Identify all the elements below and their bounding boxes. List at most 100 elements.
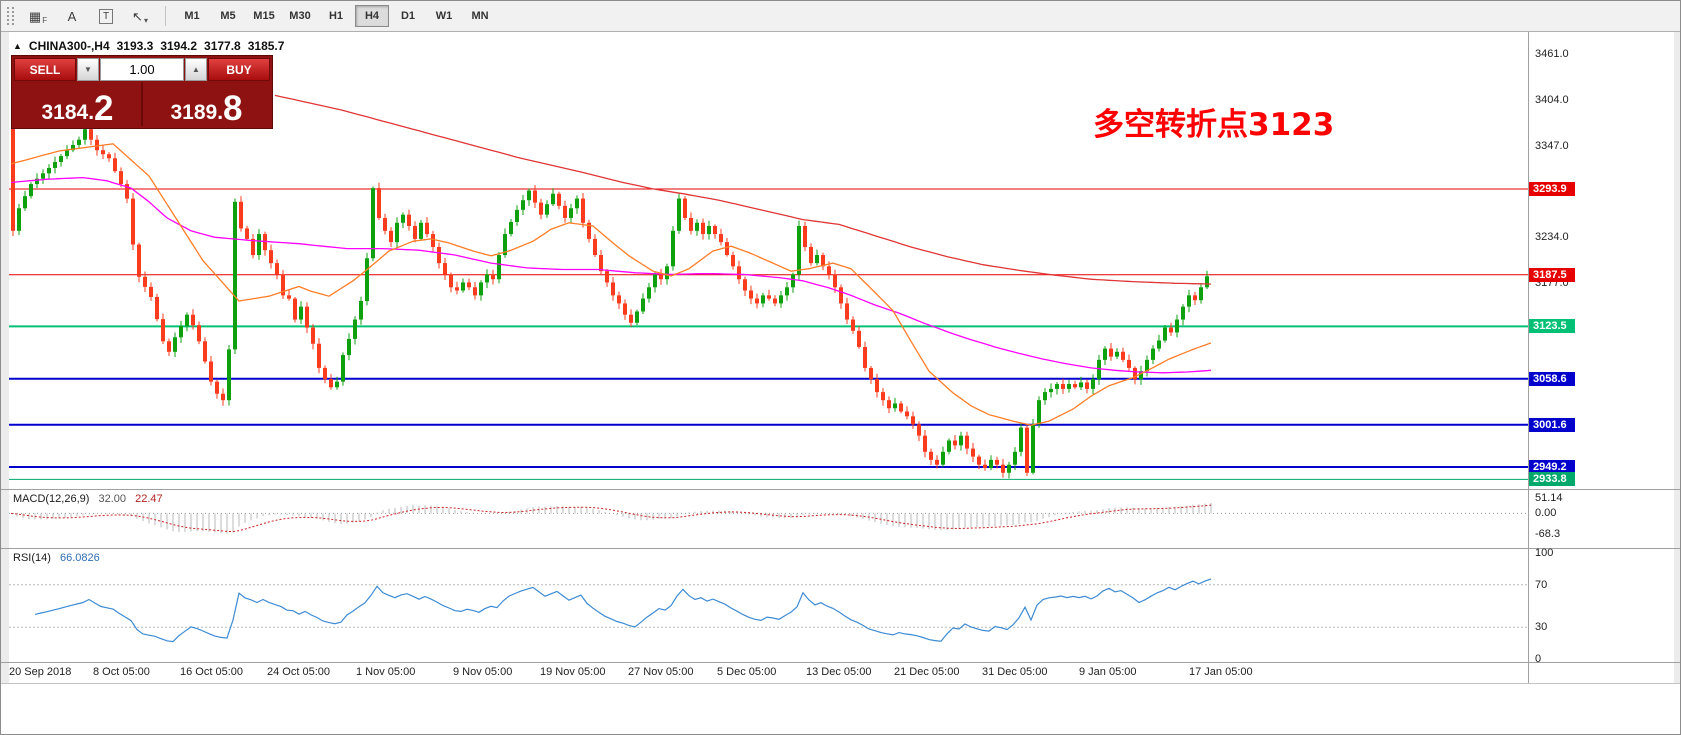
candle-body (1073, 384, 1077, 388)
candle-body (377, 188, 381, 218)
right-window-margin (1674, 32, 1680, 734)
candle-body (977, 456, 981, 465)
candle-body (623, 303, 627, 315)
price-line-badge-3001.6[interactable]: 3001.6 (1529, 417, 1575, 432)
candle-body (515, 209, 519, 222)
price-axis-label-3347.0: 3347.0 (1535, 140, 1569, 153)
candle-body (491, 274, 495, 280)
candle-body (179, 325, 183, 338)
time-axis-label: 21 Dec 05:00 (894, 666, 960, 678)
timeframe-button-d1[interactable]: D1 (400, 10, 416, 22)
candle-body (137, 244, 141, 277)
price-line-badge-2949.2[interactable]: 2949.2 (1529, 459, 1575, 474)
timeframe-button-h1[interactable]: H1 (328, 10, 344, 22)
candle-body (527, 190, 531, 201)
candle-body (983, 464, 987, 468)
candle-body (731, 255, 735, 267)
price-line-badge-3058.6[interactable]: 3058.6 (1529, 371, 1575, 386)
rsi-axis-label-30: 30 (1535, 621, 1548, 634)
timeframe-button-m30[interactable]: M30 (289, 10, 311, 22)
timeframe-button-m5[interactable]: M5 (220, 10, 236, 22)
crosshair-tool-icon[interactable]: ↖ ▾ (124, 4, 156, 28)
crosshair-tool-icon-glyph: ↖ (132, 8, 143, 24)
candle-body (653, 274, 657, 288)
candle-body (911, 416, 915, 425)
candle-body (1205, 276, 1209, 288)
macd-title: MACD(12,26,9) (13, 493, 90, 505)
candle-body (1013, 451, 1017, 465)
timeframe-button-mn[interactable]: MN (471, 10, 489, 22)
candle-body (503, 234, 507, 256)
candle-body (47, 167, 51, 174)
chart-annotation-text[interactable]: 多空转折点3123 (1093, 107, 1335, 143)
candle-body (479, 282, 483, 296)
candle-body (1043, 392, 1047, 401)
timeframe-button-w1[interactable]: W1 (435, 10, 453, 22)
candle-body (467, 282, 471, 288)
candle-body (53, 162, 57, 168)
candle-body (401, 214, 405, 223)
candle-body (359, 300, 363, 320)
candle-body (371, 188, 375, 259)
candle-body (203, 341, 207, 362)
chart-windows-icon-glyph: ▦ (28, 8, 42, 24)
candle-body (1019, 427, 1023, 452)
candle-body (689, 217, 693, 231)
insert-text-icon[interactable]: T (90, 4, 122, 28)
candle-body (227, 349, 231, 401)
macd-axis-label--68.3: -68.3 (1535, 527, 1561, 540)
price-line-badge-2933.8[interactable]: 2933.8 (1529, 472, 1575, 487)
insert-arrow-icon[interactable]: A (56, 4, 88, 28)
candle-body (629, 314, 633, 323)
separator-main-macd[interactable] (1, 489, 1680, 490)
symbol-ohlc-line: ▲ CHINA300-,H4 3193.3 3194.2 3177.8 3185… (13, 39, 284, 53)
price-line-badge-3123.5[interactable]: 3123.5 (1529, 319, 1575, 334)
candle-body (887, 400, 891, 409)
candle-body (773, 298, 777, 304)
candle-body (935, 459, 939, 465)
sell-price-display[interactable]: 3184. 2 (14, 82, 141, 126)
candle-body (425, 222, 429, 235)
candle-body (677, 198, 681, 231)
candle-body (35, 178, 39, 185)
candle-body (149, 286, 153, 297)
price-line-badge-3293.9[interactable]: 3293.9 (1529, 181, 1575, 196)
timeframe-button-m1[interactable]: M1 (184, 10, 200, 22)
buy-price-display[interactable]: 3189. 8 (143, 82, 270, 126)
candle-body (827, 266, 831, 275)
candle-body (95, 139, 99, 151)
candle-body (65, 150, 69, 157)
candle-body (761, 295, 765, 304)
chart-windows-icon[interactable]: ▦ F (22, 4, 54, 28)
candle-body (389, 230, 393, 243)
price-axis-label-3404.0: 3404.0 (1535, 94, 1569, 107)
volume-input[interactable] (100, 58, 184, 81)
buy-button[interactable]: BUY (208, 58, 270, 81)
timeframe-button-h4[interactable]: H4 (355, 5, 389, 27)
price-line-badge-3187.5[interactable]: 3187.5 (1529, 267, 1575, 282)
timeframe-button-m15[interactable]: M15 (253, 10, 275, 22)
symbol-name: CHINA300-,H4 (28, 39, 110, 53)
buy-price-big-digit: 8 (223, 89, 243, 129)
candle-body (683, 198, 687, 218)
candle-body (191, 314, 195, 326)
sell-button[interactable]: SELL (14, 58, 76, 81)
toolbar-grip-handle[interactable] (7, 7, 14, 25)
candle-body (869, 367, 873, 380)
volume-increase-button[interactable]: ▲ (185, 58, 207, 81)
candle-body (539, 202, 543, 215)
time-axis-label: 1 Nov 05:00 (356, 666, 416, 678)
time-axis-label: 8 Oct 05:00 (93, 666, 150, 678)
price-axis-border (1528, 32, 1529, 683)
volume-decrease-button[interactable]: ▼ (77, 58, 99, 81)
timeframe-buttons-group: M1 M5 M15 M30 H1 H4 D1 W1 MN (175, 5, 497, 27)
rsi-title: RSI(14) (13, 552, 51, 564)
separator-macd-rsi[interactable] (1, 548, 1680, 549)
candle-body (737, 266, 741, 280)
candle-body (17, 208, 21, 231)
macd-axis-label-51.14: 51.14 (1535, 491, 1563, 504)
candle-body (941, 451, 945, 465)
candle-body (107, 154, 111, 159)
candle-body (899, 403, 903, 412)
